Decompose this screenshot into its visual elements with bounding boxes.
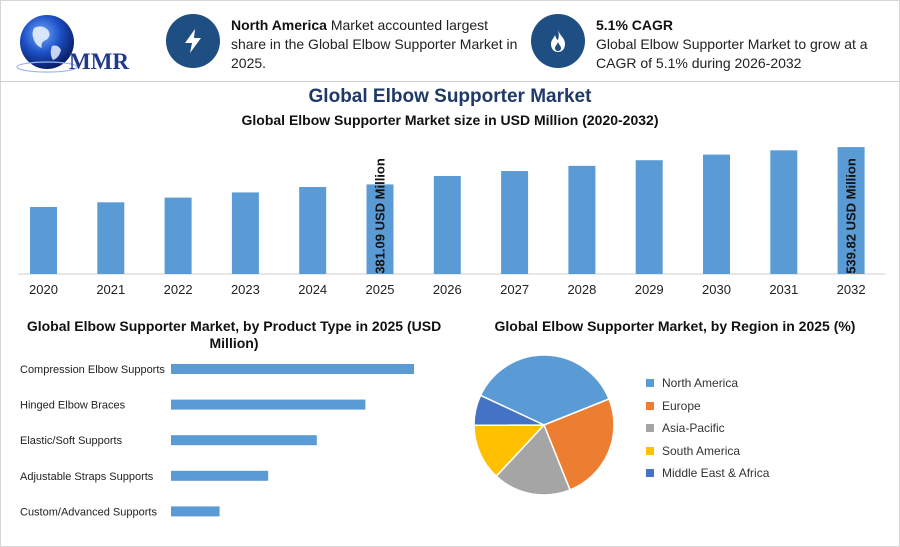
x-tick-label: 2025 [366, 282, 395, 297]
product-label: Elastic/Soft Supports [20, 435, 123, 447]
bar-2030 [703, 154, 730, 274]
x-tick-label: 2032 [837, 282, 866, 297]
legend-swatch-mea [646, 469, 654, 478]
lightning-icon [185, 29, 201, 53]
legend-swatch-north-america [646, 379, 654, 388]
legend-label: South America [662, 443, 741, 458]
bar-2026 [433, 175, 461, 274]
bar-2031 [770, 150, 798, 274]
bar-2027 [501, 171, 529, 274]
pie-slice-north-america [479, 354, 610, 426]
bar-2021 [97, 202, 125, 274]
product-bar [171, 399, 366, 410]
info1-body: Market accounted largest share in the Gl… [231, 17, 518, 71]
x-tick-label: 2030 [702, 282, 731, 297]
info2-bold: 5.1% CAGR [596, 17, 674, 33]
info1-bold: North America [231, 17, 327, 33]
bar-2022 [164, 197, 192, 274]
x-tick-label: 2022 [164, 282, 193, 297]
product-label: Custom/Advanced Supports [20, 506, 157, 518]
info1-icon-circle [166, 14, 220, 68]
region-chart-title: Global Elbow Supporter Market, by Region… [494, 318, 856, 334]
logo-text: MMR [69, 49, 129, 74]
product-label: Hinged Elbow Braces [20, 400, 126, 412]
x-tick-label: 2024 [298, 282, 327, 297]
product-bar [171, 435, 317, 446]
legend-swatch-asia-pacific [646, 424, 654, 433]
info2-icon-circle [531, 14, 585, 68]
main-title: Global Elbow Supporter Market [308, 86, 592, 107]
x-tick-label: 2028 [567, 282, 596, 297]
product-bar [171, 506, 220, 517]
bar-2028 [568, 165, 596, 274]
legend-item-asia-pacific: Asia-Pacific [646, 417, 769, 440]
x-tick-label: 2023 [231, 282, 260, 297]
bar-value-annotation: 381.09 USD Million [373, 158, 388, 274]
legend-label: Middle East & Africa [662, 466, 770, 481]
bar-2020 [30, 207, 57, 274]
mmr-logo: MMR [14, 12, 139, 78]
bar-chart-title: Global Elbow Supporter Market size in US… [241, 112, 659, 128]
legend-label: Asia-Pacific [662, 421, 725, 436]
globe-icon: MMR [16, 15, 129, 74]
bar-2023 [231, 192, 259, 274]
x-tick-label: 2020 [29, 282, 58, 297]
product-label: Compression Elbow Supports [20, 364, 165, 376]
bar-2029 [635, 160, 663, 274]
pie-slice-south-america [473, 424, 546, 478]
product-label: Adjustable Straps Supports [20, 471, 154, 483]
pie-slice-asia-pacific [495, 423, 571, 496]
info2-text: 5.1% CAGR Global Elbow Supporter Market … [596, 16, 886, 73]
legend-item-north-america: North America [646, 372, 769, 395]
header-divider [0, 81, 900, 82]
legend-swatch-europe [646, 401, 654, 410]
legend-item-south-america: South America [646, 440, 769, 463]
x-tick-label: 2031 [769, 282, 798, 297]
bar-2025 [366, 184, 394, 274]
x-tick-label: 2029 [635, 282, 664, 297]
legend-label: North America [662, 376, 739, 391]
x-tick-label: 2027 [500, 282, 529, 297]
bar-value-annotation: 539.82 USD Million [844, 158, 859, 274]
legend-item-europe: Europe [646, 395, 769, 418]
pie-slice-middle-east-africa [473, 394, 545, 426]
product-chart-title: Global Elbow Supporter Market, by Produc… [26, 318, 442, 351]
product-bar [171, 364, 414, 374]
info1-text: North America Market accounted largest s… [231, 16, 521, 73]
x-tick-label: 2021 [96, 282, 125, 297]
info2-body: Global Elbow Supporter Market to grow at… [596, 36, 868, 71]
flame-icon [551, 30, 565, 52]
region-legend: North America Europe Asia-Pacific South … [646, 372, 769, 485]
legend-label: Europe [662, 398, 701, 413]
bar-2024 [299, 187, 327, 274]
legend-swatch-south-america [646, 446, 654, 455]
product-bar [171, 470, 269, 481]
x-tick-label: 2026 [433, 282, 462, 297]
bar-2032 [837, 147, 865, 274]
legend-item-mea: Middle East & Africa [646, 462, 769, 485]
